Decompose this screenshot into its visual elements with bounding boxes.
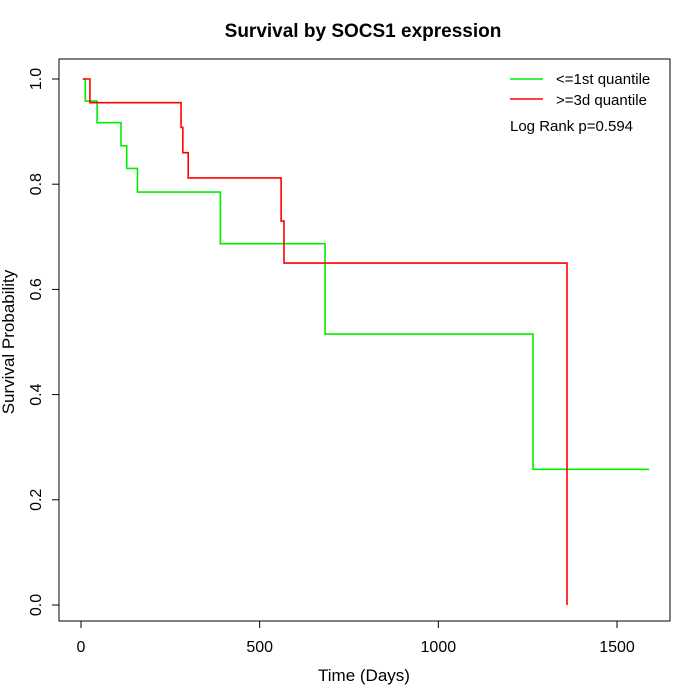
y-tick-label: 0.0 <box>28 594 45 616</box>
x-tick-label: 1500 <box>599 639 635 656</box>
y-tick-label: 1.0 <box>28 68 45 90</box>
series-line-0 <box>82 78 650 471</box>
y-axis-label: Survival Probability <box>0 269 18 414</box>
legend: <=1st quantile >=3d quantile Log Rank p=… <box>510 71 650 135</box>
x-axis-label: Time (Days) <box>318 666 410 685</box>
y-tick-label: 0.8 <box>28 173 45 195</box>
x-axis: 0 500 1000 1500 <box>77 620 635 656</box>
series-line-1 <box>82 78 568 605</box>
x-tick-label: 1000 <box>421 639 457 656</box>
legend-label-high: >=3d quantile <box>556 92 647 109</box>
x-tick-label: 0 <box>77 639 86 656</box>
chart-title: Survival by SOCS1 expression <box>225 21 502 42</box>
legend-label-low: <=1st quantile <box>556 71 650 88</box>
y-tick-label: 0.4 <box>28 383 45 405</box>
plot-frame <box>58 58 671 622</box>
survival-curves <box>82 78 650 605</box>
y-tick-label: 0.2 <box>28 489 45 511</box>
y-tick-label: 0.6 <box>28 278 45 300</box>
y-axis: 0.0 0.2 0.4 0.6 0.8 1.0 <box>28 68 60 616</box>
log-rank-annotation: Log Rank p=0.594 <box>510 118 633 135</box>
x-tick-label: 500 <box>246 639 273 656</box>
